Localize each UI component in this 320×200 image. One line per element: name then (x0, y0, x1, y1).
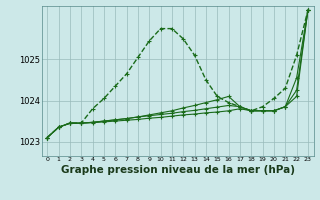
X-axis label: Graphe pression niveau de la mer (hPa): Graphe pression niveau de la mer (hPa) (60, 165, 295, 175)
